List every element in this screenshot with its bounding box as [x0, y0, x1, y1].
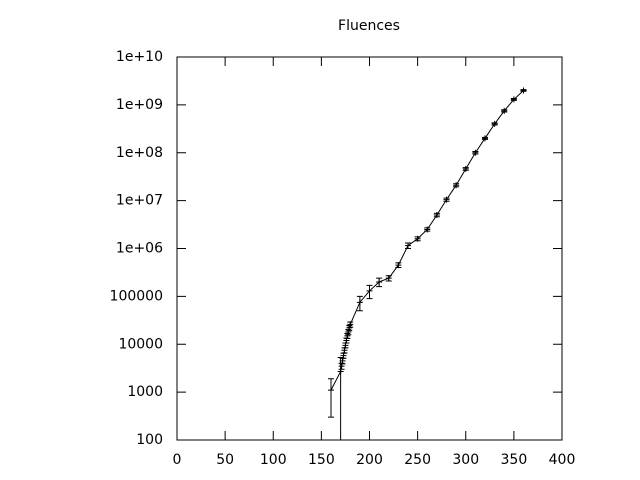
data-point — [356, 299, 363, 306]
data-point — [510, 96, 517, 103]
chart-title: Fluences — [338, 18, 400, 34]
data-point — [347, 321, 354, 328]
data-point — [453, 182, 460, 189]
y-tick-label: 1e+08 — [116, 145, 163, 161]
y-tick-label: 1e+10 — [116, 49, 163, 65]
data-point — [344, 332, 351, 339]
data-point — [424, 226, 431, 233]
x-tick-label: 400 — [549, 452, 576, 468]
data-point — [414, 235, 421, 242]
data-point — [491, 120, 498, 127]
x-tick-label: 300 — [452, 452, 479, 468]
data-point — [339, 357, 346, 364]
plot-area — [328, 87, 527, 440]
y-tick-label: 1000 — [127, 384, 163, 400]
y-tick-label: 1e+06 — [116, 241, 163, 257]
data-point — [395, 262, 402, 269]
x-tick-label: 200 — [356, 452, 383, 468]
data-point — [340, 352, 347, 359]
x-tick-label: 100 — [260, 452, 287, 468]
data-point — [443, 196, 450, 203]
data-point — [501, 107, 508, 114]
plot-frame — [176, 56, 563, 441]
error-bar — [328, 378, 334, 418]
data-point — [482, 135, 488, 142]
data-point — [376, 278, 383, 285]
data-point — [345, 329, 352, 336]
y-tick-label: 1e+07 — [116, 193, 163, 209]
data-point — [520, 87, 527, 94]
x-tick-label: 150 — [308, 452, 335, 468]
data-line — [330, 90, 524, 391]
y-tick-label: 1e+09 — [116, 97, 163, 113]
data-point — [433, 212, 440, 219]
x-tick-label: 250 — [404, 452, 431, 468]
data-point — [385, 275, 392, 282]
data-point — [405, 242, 411, 249]
data-point — [366, 287, 373, 294]
x-tick-label: 50 — [216, 452, 234, 468]
y-tick-label: 10000 — [118, 336, 163, 352]
x-tick-label: 0 — [173, 452, 182, 468]
data-point — [328, 387, 334, 394]
data-point — [462, 165, 469, 172]
y-tick-label: 100 — [136, 432, 163, 448]
data-point — [346, 324, 353, 331]
data-point — [472, 149, 479, 156]
y-tick-label: 100000 — [110, 288, 163, 304]
x-tick-label: 350 — [501, 452, 528, 468]
